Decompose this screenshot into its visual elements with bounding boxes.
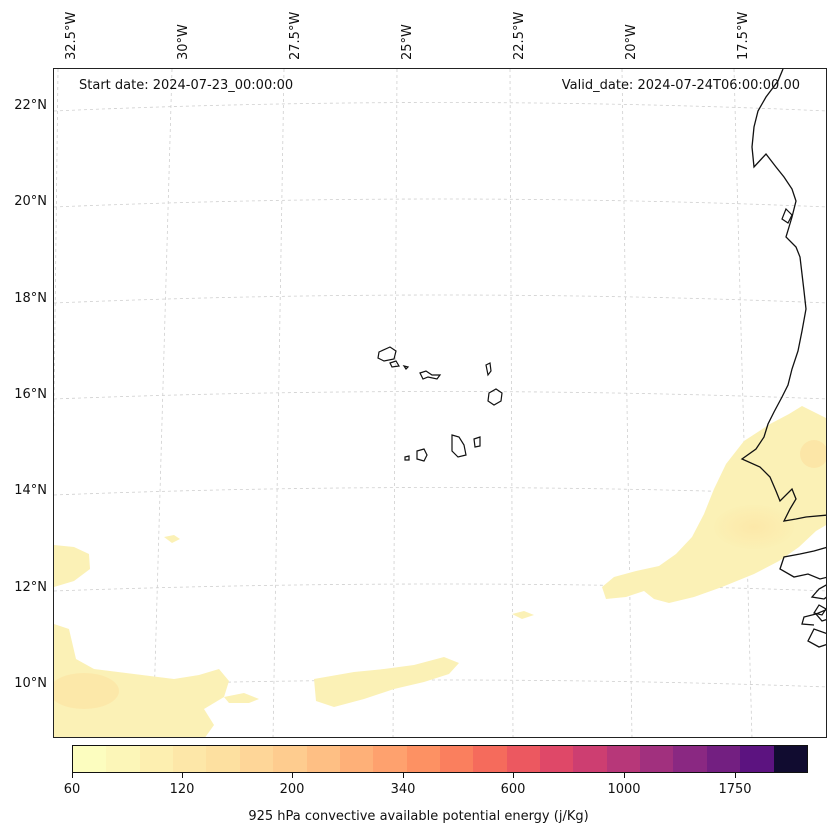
colorbar-segment (173, 746, 207, 772)
island-north-coast-1 (781, 207, 793, 224)
cape-core-southwest (54, 673, 119, 709)
colorbar-segment (540, 746, 574, 772)
colorbar-tick (72, 773, 73, 778)
colorbar-segment (339, 746, 374, 772)
colorbar-tick (735, 773, 736, 778)
lon-label-17-5w: 17.5°W (736, 11, 751, 60)
colorbar-tick-label: 120 (169, 782, 195, 797)
colorbar-segment (740, 746, 774, 772)
colorbar-tick (182, 773, 183, 778)
cape-field (54, 406, 826, 737)
lat-label-16n: 16°N (14, 387, 47, 402)
colorbar-segment (106, 746, 140, 772)
cape-blob-mid (224, 693, 259, 703)
colorbar-segment (373, 746, 407, 772)
colorbar-tick (403, 773, 404, 778)
lon-gridlines (54, 69, 753, 737)
start-date-label: Start date: 2024-07-23_00:00:00 (79, 78, 294, 93)
colorbar-segment (706, 746, 741, 772)
colorbar-segment (473, 746, 507, 772)
cape-core-east-2 (800, 440, 826, 468)
colorbar-tick-label: 1000 (607, 782, 641, 797)
colorbar-label: 925 hPa convective available potential e… (248, 809, 589, 824)
colorbar-segment (306, 746, 340, 772)
colorbar-segment (273, 746, 307, 772)
colorbar-segment (439, 746, 474, 772)
lat-label-12n: 12°N (14, 580, 47, 595)
african-coastline (740, 69, 826, 522)
lat-gridlines (54, 102, 826, 688)
african-coastline-south (779, 546, 826, 648)
island-santa-luzia (402, 365, 410, 370)
colorbar-segment (606, 746, 641, 772)
colorbar-segment (139, 746, 174, 772)
island-brava (404, 455, 410, 461)
lat-label-18n: 18°N (14, 291, 47, 306)
lat-label-14n: 14°N (14, 483, 47, 498)
cape-verde-islands (377, 346, 503, 462)
island-santo-antao (377, 346, 397, 362)
lon-label-25w: 25°W (400, 24, 415, 60)
colorbar-tick-label: 340 (390, 782, 416, 797)
valid-date-label: Valid_date: 2024-07-24T06:00:00.00 (561, 78, 800, 93)
island-maio (473, 436, 481, 448)
map-canvas (54, 69, 826, 737)
island-boa-vista (487, 388, 503, 406)
island-bijagos (813, 604, 826, 616)
colorbar (72, 745, 808, 773)
colorbar-tick-label: 1750 (718, 782, 752, 797)
cape-blob-tiny (164, 535, 180, 543)
colorbar-segment (773, 746, 807, 772)
island-santiago (451, 434, 467, 458)
colorbar-tick-label: 600 (500, 782, 526, 797)
lat-label-10n: 10°N (14, 676, 47, 691)
lon-label-20w: 20°W (624, 24, 639, 60)
colorbar-segment (406, 746, 440, 772)
colorbar-segment (640, 746, 674, 772)
lon-label-30w: 30°W (176, 24, 191, 60)
colorbar-segment (239, 746, 274, 772)
island-sao-nicolau (419, 370, 442, 380)
cape-plume-east (602, 406, 826, 603)
cape-blob-center (314, 657, 459, 707)
cape-west-edge (54, 545, 90, 587)
lat-label-20n: 20°N (14, 194, 47, 209)
colorbar-segment (506, 746, 541, 772)
cape-streak (512, 611, 534, 619)
colorbar-segment (673, 746, 707, 772)
colorbar-tick (513, 773, 514, 778)
island-sao-vicente (389, 360, 400, 368)
island-sal (485, 362, 492, 377)
lon-label-22-5w: 22.5°W (512, 11, 527, 60)
colorbar-tick (292, 773, 293, 778)
colorbar-tick-label: 60 (63, 782, 81, 797)
colorbar-segment (73, 746, 107, 772)
cape-core-east (714, 505, 794, 549)
cape-southwest (54, 624, 229, 737)
colorbar-tick (624, 773, 625, 778)
island-fogo (416, 448, 428, 462)
lon-label-27-5w: 27.5°W (288, 11, 303, 60)
colorbar-segment (206, 746, 240, 772)
lon-label-32-5w: 32.5°W (64, 11, 79, 60)
lat-label-22n: 22°N (14, 98, 47, 113)
colorbar-segment (573, 746, 607, 772)
colorbar-tick-label: 200 (279, 782, 305, 797)
map-panel[interactable] (53, 68, 827, 738)
